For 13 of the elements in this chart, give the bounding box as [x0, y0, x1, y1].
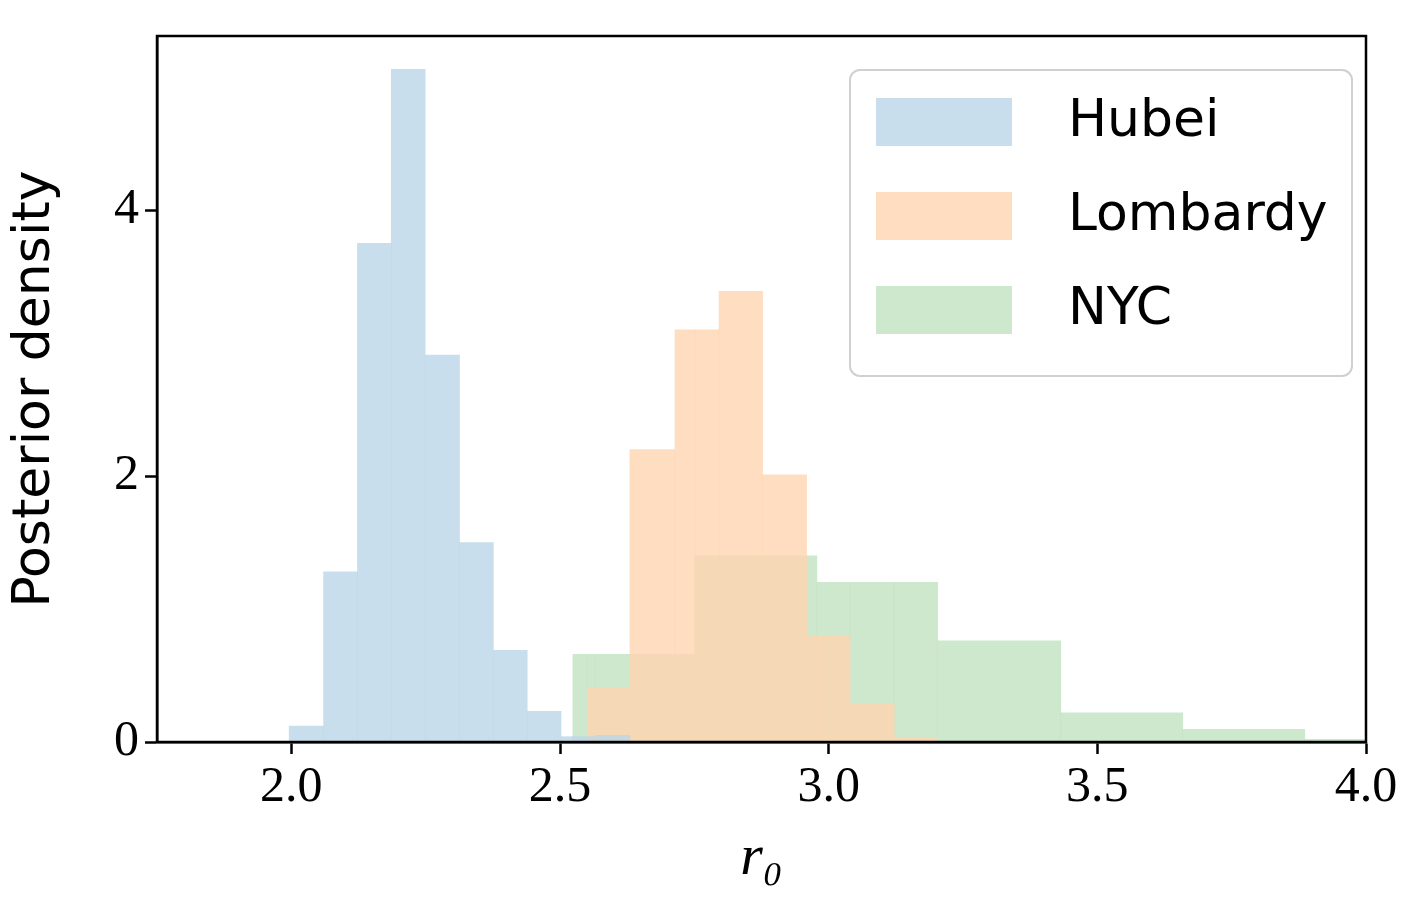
legend-label: Hubei [1068, 87, 1220, 148]
x-tick-label: 3.0 [797, 756, 860, 813]
x-tick-label: 4.0 [1334, 756, 1398, 813]
x-axis-title: r₀ [740, 822, 783, 888]
x-tick-label: 2.0 [260, 756, 323, 813]
x-tick-label: 2.5 [528, 756, 592, 813]
legend-label: Lombardy [1068, 181, 1328, 242]
y-axis-title: Posterior density [0, 170, 61, 608]
y-tick-label: 4 [114, 178, 139, 235]
y-tick-label: 2 [114, 444, 139, 501]
x-tick-label: 3.5 [1066, 756, 1129, 813]
legend-label: NYC [1068, 275, 1173, 336]
y-tick-label: 0 [114, 710, 139, 767]
